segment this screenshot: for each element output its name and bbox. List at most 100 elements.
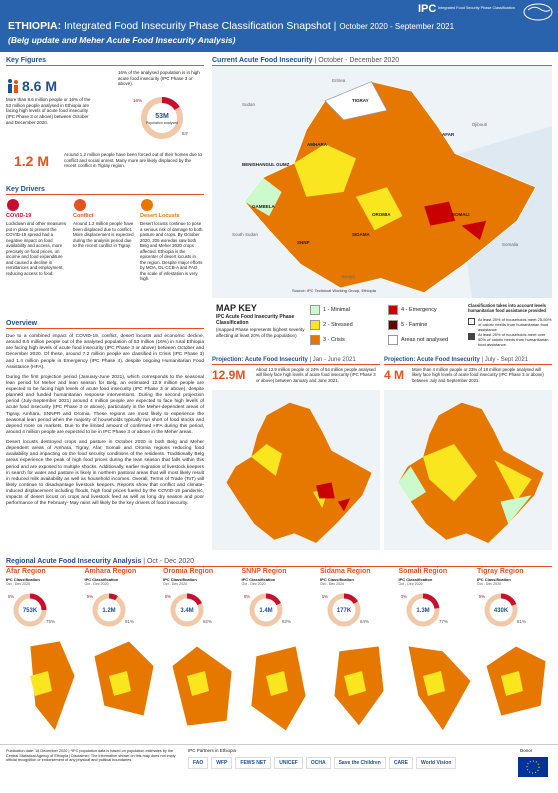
ipc-period: Oct - Dec 2020: [6, 582, 31, 586]
rest-label: 75%: [46, 619, 55, 624]
map-label: OROMIA: [372, 212, 391, 217]
footer: Publication date: 18 December 2020 | *IP…: [0, 744, 558, 793]
overview-text: Due to a combined impact of COVID-19, co…: [6, 334, 204, 511]
stressed-area: [251, 444, 329, 508]
phase-swatch: [388, 320, 398, 330]
region-name: Somali Region: [398, 568, 448, 575]
region-donut: 23% 77% 1.3M: [401, 593, 448, 627]
donut-center: 1.3M: [416, 608, 429, 614]
rest-label: 82%: [282, 619, 291, 624]
phase-swatch: [310, 320, 320, 330]
current-map: Eritrea Sudan TIGRAY AFAR AMHARA Djibouti BENI…: [212, 66, 552, 298]
donut-share: [141, 97, 183, 139]
heading-text: Current Acute Food Insecurity: [212, 57, 313, 64]
overview-paragraph: During the first projection period (Janu…: [6, 374, 204, 435]
ipc-period: Oct - Dec 2020: [398, 582, 423, 586]
partner-logos: FAO WFP FEWS NET UNICEF OCHA Save the Childre…: [188, 757, 508, 769]
partners-label: IPC Partners in Ethiopia: [188, 748, 237, 753]
map-label: AMHARA: [307, 142, 328, 147]
phase-label: 4 - Emergency: [401, 307, 437, 313]
donor-label: Donor: [520, 748, 533, 753]
overview-paragraph: Desert locusts destroyed crops and pastu…: [6, 440, 204, 507]
donut-share: [484, 593, 518, 627]
region-map: [93, 640, 154, 717]
rest-label: 77%: [439, 619, 448, 624]
donut-center: 753K: [23, 608, 38, 614]
stressed-area: [30, 671, 52, 696]
logo: IPC: [418, 3, 437, 15]
ipc-class: IPC Classification: [320, 577, 354, 582]
donut-share: [249, 593, 282, 627]
partner-logo: OCHA: [305, 757, 331, 769]
partner-logo: World Vision: [416, 757, 457, 769]
region-name: Tigray Region: [477, 568, 524, 575]
region-name: Amhara Region: [84, 568, 137, 575]
projection-map: [212, 390, 380, 550]
share-label: 18%: [165, 594, 171, 599]
section-heading: Key Figures: [6, 57, 204, 66]
driver-title: Conflict: [73, 213, 94, 219]
ipc-period: Oct - Dec 2020: [477, 582, 502, 586]
map-key-heading: MAP KEY: [216, 303, 257, 313]
donut-center: 1.4M: [259, 608, 272, 614]
donut-center: 3.4M: [180, 608, 193, 614]
title-rest: Integrated Food Insecurity Phase Classif…: [64, 20, 331, 32]
ipc-period: Oct - Dec 2020: [163, 582, 188, 586]
region-name: Afar Region: [6, 568, 46, 575]
map-label: SIDAMA: [352, 232, 370, 237]
map-source: Source: IPC Technical Working Group, Eth…: [292, 288, 377, 293]
share-label: 19%: [479, 594, 485, 599]
donut-center: 177K: [337, 608, 352, 614]
phase-swatch: [310, 335, 320, 345]
header: ETHIOPIA: Integrated Food Insecurity Pha…: [0, 0, 558, 52]
ipc-class: IPC Classification: [477, 577, 511, 582]
phase-label: 5 - Famine: [401, 322, 428, 328]
icon-circle: [74, 199, 86, 211]
rest-label: 84%: [182, 131, 188, 136]
heading-text: Projection: Acute Food Insecurity: [212, 357, 308, 363]
partner-logo: CARE: [388, 757, 413, 769]
map-label: SOMALI: [452, 212, 470, 217]
driver-title: COVID-19: [6, 213, 32, 219]
heading-text: Projection: Acute Food Insecurity: [384, 357, 480, 363]
map-key: MAP KEY IPC Acute Food Insecurity Phase …: [212, 301, 552, 351]
hfa-swatch: [468, 333, 475, 340]
partner-logo: Save the Children: [333, 757, 386, 769]
driver-title: Desert Locusts: [140, 213, 180, 219]
region-name: Sidama Region: [320, 568, 371, 575]
donut-center: 430K: [494, 608, 509, 614]
donut-share: [327, 593, 361, 627]
stressed-area: [423, 444, 532, 502]
ipc-class: IPC Classification: [6, 577, 40, 582]
minimal-area: [398, 466, 532, 524]
map-label: TIGRAY: [352, 98, 369, 103]
donut-share: [13, 593, 47, 627]
heading-period: Oct - Dec 2020: [146, 558, 195, 565]
projection-heading: Projection: Acute Food Insecurity | Jan …: [212, 357, 380, 365]
driver-text: Desert locusts continue to pose a seriou…: [140, 221, 203, 281]
heading-text: Regional Acute Food Insecurity Analysis: [6, 558, 142, 565]
hfa-text: At least 25% of households meet over 50%…: [478, 332, 549, 347]
partner-logo: UNICEF: [274, 757, 303, 769]
rest-label: 91%: [125, 619, 134, 624]
publication: Publication date: 18 December 2020 | *IP…: [6, 749, 176, 763]
projection-map: [384, 390, 552, 550]
map-key-subtitle: IPC Acute Food Insecurity Phase Classifi…: [216, 314, 295, 326]
map-label: GAMBELA: [252, 204, 275, 209]
separator: |: [479, 357, 485, 363]
stressed-area: [108, 671, 131, 696]
overview-paragraph: Due to a combined impact of COVID-19, co…: [6, 334, 204, 370]
share-label: 25%: [8, 594, 14, 599]
ipc-class: IPC Classification: [163, 577, 197, 582]
region-name: Oromia Region: [163, 568, 214, 575]
region-map: [333, 645, 385, 727]
globe-icon: [523, 3, 553, 21]
region-map: [29, 640, 76, 732]
phase-label: 1 - Minimal: [323, 307, 350, 313]
map-labels: Eritrea Sudan TIGRAY AFAR AMHARA Djibouti BENI…: [232, 78, 519, 279]
phase-swatch: [388, 335, 398, 345]
rest-label: 82%: [203, 619, 212, 624]
map-heading: Current Acute Food Insecurity | October …: [212, 57, 552, 66]
